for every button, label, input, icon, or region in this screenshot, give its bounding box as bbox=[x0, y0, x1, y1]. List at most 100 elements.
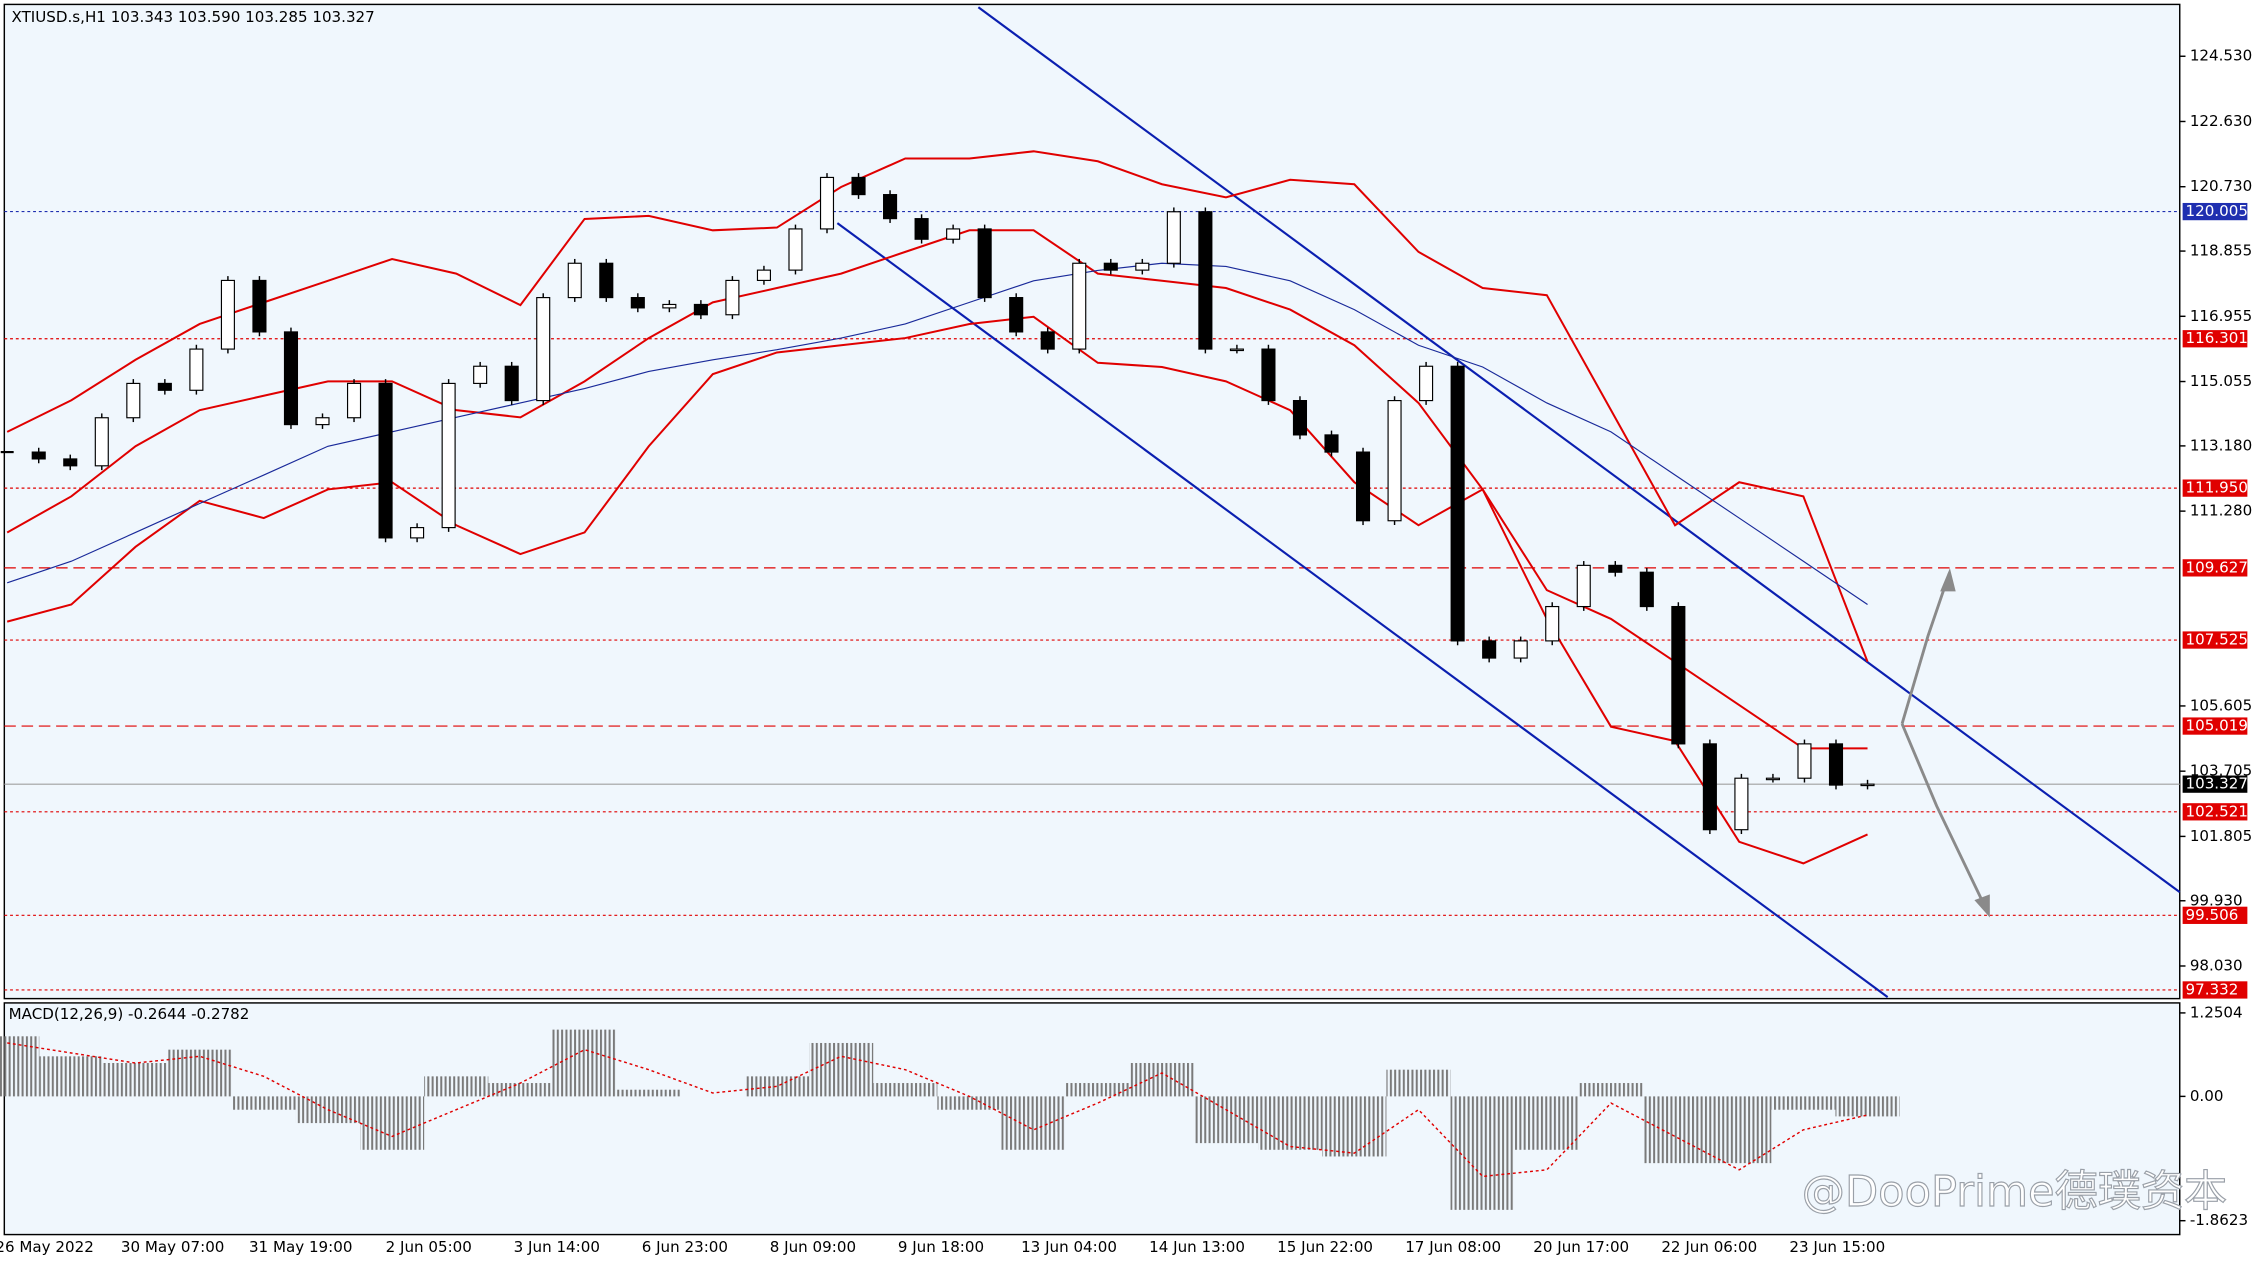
candle bbox=[1103, 262, 1118, 271]
indicator-line bbox=[6, 229, 1868, 750]
macd-bar bbox=[1386, 1069, 1451, 1097]
candle bbox=[346, 382, 362, 419]
macd-bar bbox=[809, 1042, 874, 1097]
indicator-line bbox=[6, 150, 1869, 663]
symbol-header: XTIUSD.s,H1 103.343 103.590 103.285 103.… bbox=[12, 8, 375, 26]
macd-bar bbox=[1193, 1096, 1259, 1144]
macd-y-tick-label: -1.8623 bbox=[2190, 1211, 2248, 1229]
candle bbox=[1482, 640, 1497, 659]
candle bbox=[1797, 743, 1812, 779]
candle bbox=[94, 417, 109, 467]
macd-bar bbox=[424, 1076, 489, 1097]
y-tick-label: 111.280 bbox=[2190, 502, 2252, 520]
x-tick-label: 20 Jun 17:00 bbox=[1533, 1238, 1629, 1256]
candle bbox=[504, 365, 519, 402]
level-label: 99.506 bbox=[2186, 906, 2239, 924]
candle bbox=[1387, 400, 1402, 522]
macd-bar bbox=[1065, 1083, 1130, 1097]
macd-bar bbox=[360, 1096, 425, 1150]
macd-bar bbox=[1771, 1096, 1836, 1110]
level-label-box bbox=[2182, 479, 2248, 497]
level-label: 109.627 bbox=[2186, 558, 2248, 576]
candle bbox=[1261, 348, 1276, 402]
macd-bar bbox=[103, 1063, 168, 1097]
candle bbox=[1040, 331, 1055, 350]
candle bbox=[851, 176, 866, 196]
y-tick-label: 124.530 bbox=[2190, 47, 2252, 65]
candle bbox=[441, 382, 456, 529]
candle bbox=[1419, 365, 1434, 402]
candle bbox=[1608, 564, 1623, 573]
level-label-box bbox=[2182, 717, 2248, 735]
candle bbox=[788, 228, 803, 271]
candle bbox=[1229, 348, 1244, 352]
candle bbox=[725, 279, 740, 316]
y-tick-label: 101.805 bbox=[2190, 827, 2252, 845]
level-label-box bbox=[2182, 559, 2248, 577]
x-tick-label: 17 Jun 08:00 bbox=[1405, 1238, 1501, 1256]
macd-bar bbox=[1707, 1096, 1772, 1164]
candle bbox=[914, 218, 929, 240]
candle bbox=[1545, 605, 1560, 642]
macd-bar bbox=[552, 1029, 617, 1097]
candle bbox=[1009, 297, 1024, 333]
macd-bar bbox=[39, 1056, 104, 1097]
candle bbox=[1324, 434, 1339, 453]
macd-bar bbox=[873, 1083, 938, 1097]
candle bbox=[1450, 365, 1465, 642]
x-tick-label: 23 Jun 15:00 bbox=[1789, 1238, 1885, 1256]
level-label: 107.525 bbox=[2186, 631, 2248, 649]
x-tick-label: 6 Jun 23:00 bbox=[642, 1238, 728, 1256]
candle bbox=[410, 527, 425, 539]
candle bbox=[662, 303, 677, 309]
candle bbox=[283, 331, 299, 426]
y-tick-label: 99.930 bbox=[2190, 891, 2243, 909]
macd-bar bbox=[1643, 1096, 1708, 1164]
macd-bar bbox=[616, 1089, 681, 1097]
macd-y-tick-label: 0.00 bbox=[2190, 1087, 2224, 1105]
candle bbox=[1355, 451, 1371, 522]
candle bbox=[1702, 743, 1717, 831]
candle bbox=[1639, 571, 1654, 608]
macd-y-tick-label: 1.2504 bbox=[2190, 1003, 2243, 1021]
watermark: @DooPrime德璞资本 bbox=[1802, 1167, 2227, 1217]
macd-signal bbox=[7, 1042, 1868, 1178]
y-tick-label: 116.955 bbox=[2190, 307, 2252, 325]
candle bbox=[599, 262, 614, 299]
y-tick-label: 122.630 bbox=[2190, 112, 2252, 130]
macd-bar bbox=[488, 1083, 553, 1097]
candle bbox=[536, 297, 551, 402]
candle bbox=[252, 279, 267, 333]
candle bbox=[1671, 605, 1686, 745]
candle bbox=[1765, 777, 1780, 781]
macd-bar bbox=[744, 1076, 810, 1097]
forecast-arrows bbox=[1900, 568, 1990, 918]
candle bbox=[473, 365, 488, 384]
level-label-box bbox=[2182, 202, 2248, 221]
candle bbox=[157, 382, 172, 391]
level-label: 120.005 bbox=[2186, 202, 2248, 220]
macd-bar bbox=[1001, 1096, 1066, 1150]
level-label: 102.521 bbox=[2186, 802, 2248, 820]
y-tick-label: 115.055 bbox=[2190, 372, 2252, 390]
y-tick-label: 120.730 bbox=[2190, 177, 2252, 195]
macd-bar bbox=[1514, 1096, 1579, 1150]
x-tick-label: 2 Jun 05:00 bbox=[386, 1238, 472, 1256]
candle bbox=[378, 382, 393, 539]
candle bbox=[977, 228, 992, 299]
candle bbox=[1198, 211, 1213, 350]
candle bbox=[1576, 564, 1591, 608]
candle bbox=[1734, 777, 1749, 831]
macd-bar bbox=[1322, 1096, 1387, 1157]
y-tick-label: 103.705 bbox=[2190, 762, 2252, 780]
candle bbox=[1072, 262, 1087, 350]
level-label: 105.019 bbox=[2186, 717, 2248, 735]
macd-bar bbox=[167, 1049, 232, 1097]
level-label-box bbox=[2182, 981, 2248, 999]
candle bbox=[1292, 400, 1308, 436]
x-tick-label: 8 Jun 09:00 bbox=[770, 1238, 856, 1256]
x-tick-label: 30 May 07:00 bbox=[121, 1238, 225, 1256]
level-label-box bbox=[2182, 775, 2248, 793]
y-tick-label: 98.030 bbox=[2190, 956, 2243, 974]
